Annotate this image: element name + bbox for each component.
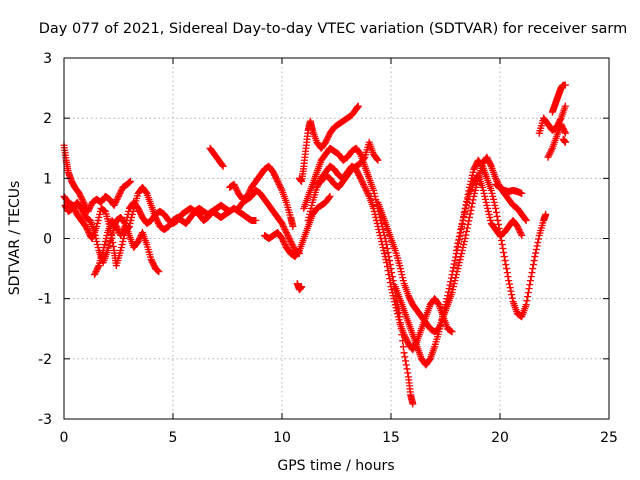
point-markers xyxy=(374,153,530,336)
y-tick-label: 1 xyxy=(43,171,52,187)
point-markers xyxy=(559,135,569,146)
point-markers xyxy=(548,81,569,116)
point-markers xyxy=(535,102,569,137)
series-track-s xyxy=(544,120,569,161)
series-track-e xyxy=(206,144,227,170)
point-markers xyxy=(206,144,227,170)
point-markers xyxy=(293,280,306,294)
x-tick-label: 25 xyxy=(600,430,618,446)
y-tick-label: 0 xyxy=(43,232,52,248)
x-tick-labels: 0 5 10 15 20 25 xyxy=(60,430,618,446)
series-track-p xyxy=(452,171,526,255)
x-tick-label: 15 xyxy=(382,430,400,446)
series-track-m xyxy=(313,138,382,191)
series-track-l xyxy=(304,162,456,354)
series-track-i xyxy=(293,280,306,294)
point-markers xyxy=(304,162,456,354)
y-axis-label: SDTVAR / TECUs xyxy=(7,181,23,296)
x-tick-label: 20 xyxy=(491,430,509,446)
series-track-h xyxy=(261,192,334,261)
point-markers xyxy=(261,192,334,261)
point-markers xyxy=(544,120,569,161)
series-track-t xyxy=(548,81,569,116)
point-markers xyxy=(452,171,526,255)
y-tick-label: -2 xyxy=(38,352,52,368)
y-tick-label: 2 xyxy=(43,111,52,127)
x-tick-label: 0 xyxy=(60,430,69,446)
point-markers xyxy=(295,102,362,185)
point-markers xyxy=(313,138,382,191)
x-tick-label: 10 xyxy=(273,430,291,446)
point-markers xyxy=(234,186,303,258)
series-track-j xyxy=(295,102,362,185)
y-tick-label: -1 xyxy=(38,292,52,308)
x-tick-label: 5 xyxy=(169,430,178,446)
y-tick-labels: -3 -2 -1 0 1 2 3 xyxy=(38,51,52,428)
y-tick-label: 3 xyxy=(43,51,52,67)
y-tick-label: -3 xyxy=(38,412,52,428)
point-markers xyxy=(492,180,526,197)
axis-ticks xyxy=(63,57,610,420)
chart-title: Day 077 of 2021, Sidereal Day-to-day VTE… xyxy=(39,21,628,37)
series-track-q xyxy=(492,180,526,197)
data-points xyxy=(60,81,569,408)
series-track-g xyxy=(234,186,303,258)
series-track-n xyxy=(374,153,530,336)
x-axis-label: GPS time / hours xyxy=(277,458,394,474)
series-track-u xyxy=(559,135,569,146)
point-markers xyxy=(61,198,163,276)
series-track-r xyxy=(535,102,569,137)
series-track-c xyxy=(61,198,163,276)
